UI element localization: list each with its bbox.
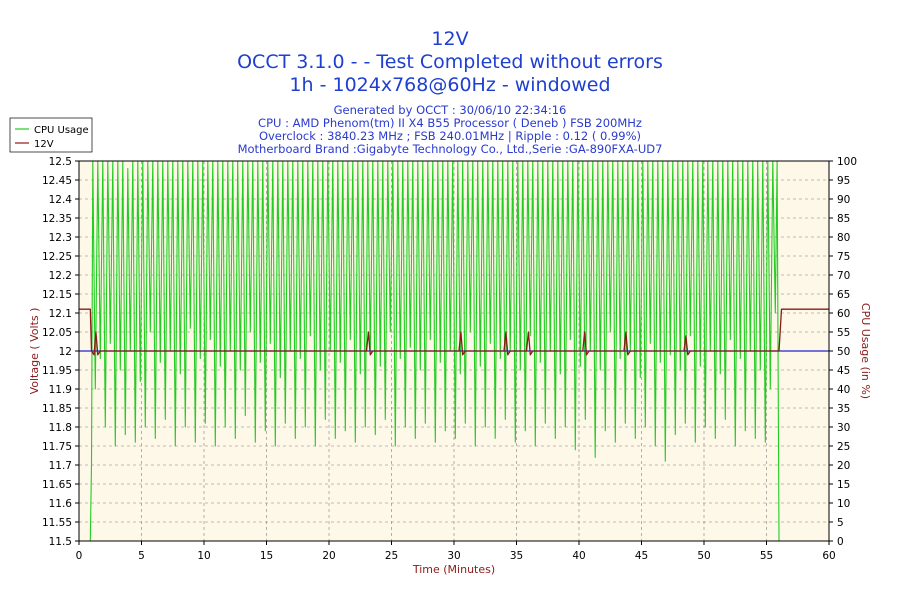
y-right-tick-label: 15 [837,479,850,491]
y-left-tick-label: 12.1 [49,308,72,320]
info-motherboard: Motherboard Brand :Gigabyte Technology C… [238,142,663,156]
y-right-tick-label: 40 [837,384,850,396]
x-axis-title: Time (Minutes) [412,563,495,576]
x-tick-label: 40 [572,550,585,562]
y-left-tick-label: 11.8 [49,422,72,434]
y-right-tick-label: 70 [837,270,850,282]
y-right-tick-label: 55 [837,327,850,339]
x-tick-label: 15 [260,550,273,562]
series-layer [79,160,829,542]
x-tick-label: 55 [760,550,773,562]
y-right-tick-label: 80 [837,232,850,244]
info-cpu: CPU : AMD Phenom(tm) II X4 B55 Processor… [258,116,642,130]
y-left-tick-label: 12.35 [42,213,72,225]
y-right-tick-label: 35 [837,403,850,415]
x-tick-label: 30 [447,550,460,562]
legend-12v-label: 12V [34,139,54,150]
x-tick-label: 5 [138,550,145,562]
y-right-tick-label: 10 [837,498,850,510]
y-right-tick-label: 95 [837,175,850,187]
x-tick-label: 0 [76,550,83,562]
y-left-tick-label: 11.6 [49,498,73,510]
y-left-tick-label: 12 [59,346,72,358]
x-tick-label: 50 [697,550,710,562]
y-left-tick-label: 12.45 [42,175,72,187]
y-right-tick-label: 65 [837,289,850,301]
info-overclock: Overclock : 3840.23 MHz ; FSB 240.01MHz … [259,129,641,143]
legend-cpu-label: CPU Usage [34,125,89,136]
y-right-tick-label: 75 [837,251,850,263]
y-right-tick-label: 20 [837,460,850,472]
x-tick-label: 10 [197,550,210,562]
chart-subtitle-resolution: 1h - 1024x768@60Hz - windowed [289,74,610,96]
y-right-tick-label: 45 [837,365,850,377]
y-right-tick-label: 90 [837,194,850,206]
y-right-tick-label: 50 [837,346,850,358]
y-left-tick-label: 12.2 [49,270,72,282]
y-left-tick-label: 12.5 [49,156,72,168]
y-right-tick-label: 85 [837,213,850,225]
y-right-tick-label: 25 [837,441,850,453]
y-left-tick-label: 12.3 [49,232,72,244]
y-left-tick-label: 11.9 [49,384,72,396]
y-left-tick-label: 11.7 [49,460,72,472]
y-left-tick-label: 12.15 [42,289,72,301]
x-tick-label: 35 [510,550,523,562]
y-left-tick-label: 11.85 [42,403,72,415]
y-right-tick-label: 5 [837,517,844,529]
y-right-tick-label: 60 [837,308,850,320]
y-left-tick-label: 11.95 [42,365,72,377]
legend: CPU Usage 12V [9,117,93,153]
y-left-tick-label: 12.05 [42,327,72,339]
chart-title: 12V [431,28,468,50]
series-line-cpu-usage [89,160,780,542]
y-left-axis-title: Voltage ( Volts ) [28,308,41,395]
y-right-axis-title: CPU Usage (in %) [859,303,872,399]
x-tick-label: 20 [322,550,335,562]
y-left-tick-label: 11.5 [49,536,72,548]
y-right-tick-label: 30 [837,422,850,434]
info-generated: Generated by OCCT : 30/06/10 22:34:16 [334,103,567,117]
x-tick-label: 45 [635,550,648,562]
y-right-tick-label: 0 [837,536,844,548]
y-left-tick-label: 11.65 [42,479,72,491]
y-left-tick-label: 11.55 [42,517,72,529]
y-left-tick-label: 12.4 [49,194,73,206]
x-tick-label: 60 [822,550,835,562]
y-left-tick-label: 11.75 [42,441,72,453]
tick-labels: 0 5 10 15 20 25 30 35 40 45 50 55 6011.511.5511.611.… [42,156,857,562]
x-tick-label: 25 [385,550,398,562]
legend-box [9,117,93,153]
y-left-tick-label: 12.25 [42,251,72,263]
chart-subtitle: OCCT 3.1.0 - - Test Completed without er… [237,51,663,73]
y-right-tick-label: 100 [837,156,857,168]
series-line-12v [79,308,829,356]
